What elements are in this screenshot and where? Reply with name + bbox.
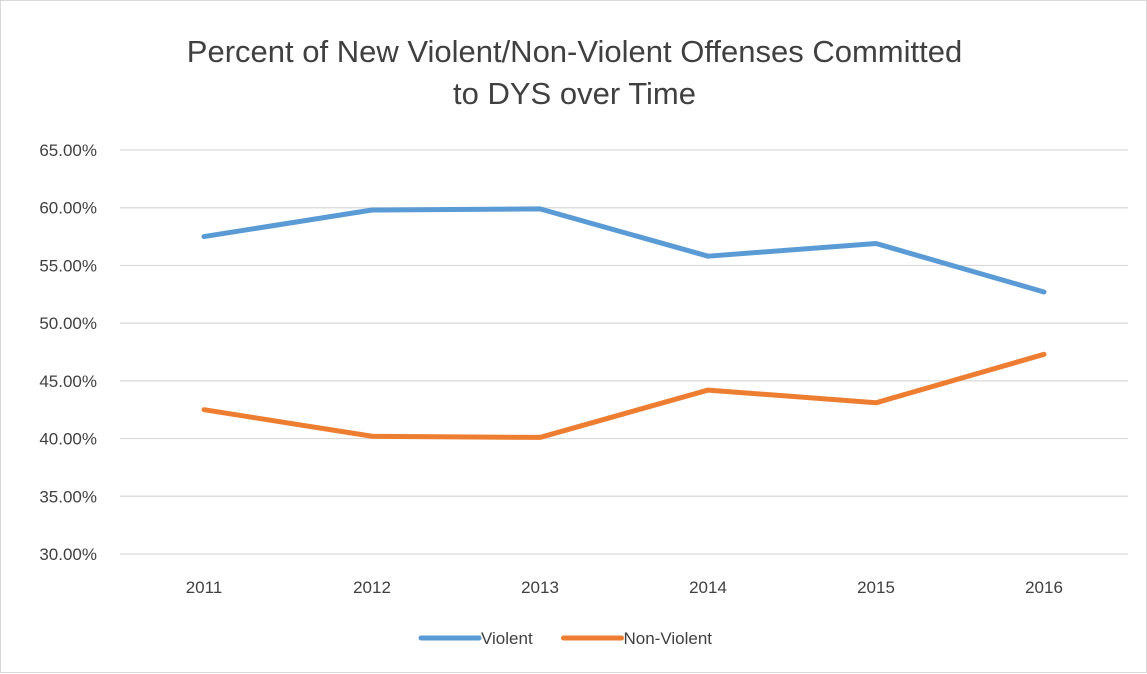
x-axis-labels: 2011 2012 2013 2014 2015 2016 [186, 578, 1063, 597]
x-tick-label: 2015 [857, 578, 895, 597]
y-tick-label: 60.00% [39, 199, 97, 218]
y-tick-label: 35.00% [39, 487, 97, 506]
x-tick-label: 2012 [353, 578, 391, 597]
legend-label-1: Non-Violent [624, 629, 713, 648]
legend: Violent Non-Violent [421, 629, 712, 648]
legend-label-0: Violent [481, 629, 533, 648]
gridlines [120, 150, 1128, 554]
x-tick-label: 2014 [689, 578, 727, 597]
x-tick-label: 2016 [1025, 578, 1063, 597]
y-axis-labels: 65.00% 60.00% 55.00% 50.00% 45.00% 40.00% 35.0… [39, 141, 97, 564]
x-tick-label: 2013 [521, 578, 559, 597]
y-tick-label: 40.00% [39, 430, 97, 449]
x-tick-label: 2011 [186, 578, 223, 597]
y-tick-label: 55.00% [39, 256, 97, 275]
y-tick-label: 65.00% [39, 141, 97, 160]
series-line-0 [204, 209, 1044, 292]
y-tick-label: 45.00% [39, 372, 97, 391]
y-tick-label: 50.00% [39, 314, 97, 333]
y-tick-label: 30.00% [39, 545, 97, 564]
series-line-1 [204, 354, 1044, 437]
